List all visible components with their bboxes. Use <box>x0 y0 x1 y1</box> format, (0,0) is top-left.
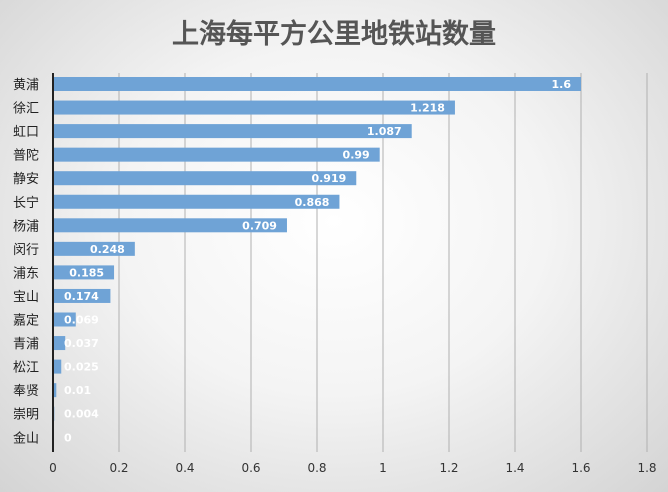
bar <box>53 265 115 280</box>
bar <box>53 77 581 91</box>
bars: 1.6 1.218 1.087 0.99 0.919 0.868 0.709 0.248 0.1… <box>53 77 581 444</box>
bar <box>53 147 380 162</box>
data-label: 0.174 <box>64 290 99 303</box>
category-label: 黄浦 <box>13 78 39 93</box>
data-label: 1.218 <box>410 102 445 115</box>
data-label: 0.919 <box>311 172 346 185</box>
category-label: 长宁 <box>13 195 39 211</box>
bar <box>53 359 62 374</box>
category-label: 奉贤 <box>13 384 39 399</box>
bar <box>53 312 76 327</box>
data-label: 0.248 <box>90 243 125 256</box>
x-tick-label: 1.4 <box>505 461 524 475</box>
bar <box>53 124 412 139</box>
bar <box>53 100 455 115</box>
category-label: 松江 <box>13 361 39 376</box>
x-tick-label: 0.6 <box>241 461 260 475</box>
x-tick-label: 1.6 <box>571 461 590 475</box>
chart-title: 上海每平方公里地铁站数量 <box>172 18 496 50</box>
bar <box>53 288 111 303</box>
data-label: 0.025 <box>64 361 99 374</box>
data-label: 0.01 <box>64 384 91 397</box>
x-tick-label: 1.8 <box>637 461 656 475</box>
x-tick-label: 0 <box>49 461 57 475</box>
data-label: 0.709 <box>242 219 277 232</box>
data-label: 0.037 <box>64 337 99 350</box>
data-label: 1.6 <box>552 78 572 91</box>
data-label: 0 <box>64 431 72 444</box>
x-tick-label: 1 <box>379 461 387 475</box>
category-label: 嘉定 <box>13 314 39 329</box>
category-label: 虹口 <box>13 125 39 140</box>
x-tick-label: 0.8 <box>307 461 326 475</box>
data-label: 1.087 <box>367 125 402 138</box>
x-tick-labels: 0 0.2 0.4 0.6 0.8 1 1.2 1.4 1.6 1.8 <box>49 461 656 475</box>
data-label: 0.185 <box>69 266 104 279</box>
category-label: 徐汇 <box>13 102 39 117</box>
category-label: 青浦 <box>13 337 39 352</box>
data-label: 0.868 <box>295 196 330 209</box>
category-label: 静安 <box>13 172 39 187</box>
bar <box>53 241 135 256</box>
bar <box>53 194 340 209</box>
data-label: 0.069 <box>64 314 99 327</box>
bar <box>53 336 66 351</box>
category-label: 闵行 <box>13 243 39 258</box>
bar <box>53 171 357 186</box>
x-tick-label: 1.2 <box>439 461 458 475</box>
category-label: 崇明 <box>13 408 39 423</box>
category-label: 浦东 <box>13 266 39 281</box>
category-label: 杨浦 <box>13 219 39 234</box>
category-label: 普陀 <box>13 148 39 164</box>
data-label: 0.99 <box>343 149 370 162</box>
category-label: 金山 <box>13 430 39 446</box>
x-tick-label: 0.4 <box>175 461 194 475</box>
category-label: 宝山 <box>13 290 39 305</box>
bar <box>53 383 57 398</box>
bar <box>53 218 287 233</box>
data-label: 0.004 <box>64 408 99 421</box>
x-tick-label: 0.2 <box>109 461 128 475</box>
